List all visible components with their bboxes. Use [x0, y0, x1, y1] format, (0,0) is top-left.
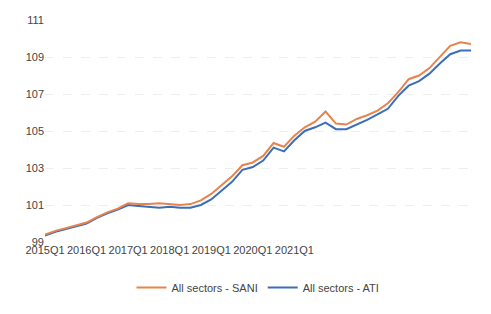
svg-text:2017Q1: 2017Q1	[109, 244, 148, 256]
svg-text:105: 105	[26, 125, 44, 137]
svg-text:2015Q1: 2015Q1	[25, 244, 64, 256]
svg-text:109: 109	[26, 51, 44, 63]
svg-text:2021Q1: 2021Q1	[275, 244, 314, 256]
svg-text:2019Q1: 2019Q1	[192, 244, 231, 256]
svg-text:2018Q1: 2018Q1	[150, 244, 189, 256]
svg-text:103: 103	[26, 162, 44, 174]
svg-text:2016Q1: 2016Q1	[67, 244, 106, 256]
svg-text:111: 111	[27, 14, 44, 26]
svg-text:107: 107	[26, 88, 44, 100]
svg-text:All sectors - SANI: All sectors - SANI	[172, 282, 258, 294]
svg-text:All sectors - ATI: All sectors - ATI	[303, 282, 379, 294]
svg-text:99: 99	[32, 236, 44, 248]
svg-text:2020Q1: 2020Q1	[233, 244, 272, 256]
svg-text:101: 101	[26, 199, 44, 211]
